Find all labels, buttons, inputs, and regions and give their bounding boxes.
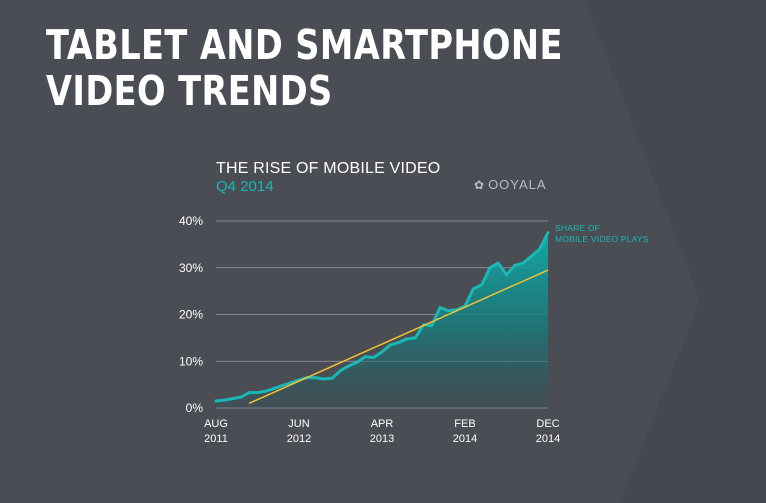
x-tick-month: DEC (536, 418, 559, 430)
x-tick-label: JUN 2012 (287, 418, 311, 445)
y-tick-label: 20% (179, 308, 203, 322)
x-tick-year: 2011 (204, 433, 228, 445)
x-tick-month: JUN (288, 418, 309, 430)
y-tick-label: 10% (179, 354, 203, 368)
x-tick-label: APR 2013 (370, 418, 394, 445)
trend-line (248, 269, 549, 405)
x-tick-year: 2012 (287, 433, 311, 445)
y-axis-ticks: 0% 10% 20% 30% 40% (179, 214, 203, 415)
x-tick-year: 2014 (453, 433, 477, 445)
line-layer (214, 231, 550, 405)
brand-logo: ✿ OOYALA (474, 177, 547, 192)
x-tick-label: DEC 2014 (536, 418, 560, 445)
y-tick-label: 40% (179, 214, 203, 228)
brand-logo-text: OOYALA (488, 177, 547, 192)
x-tick-label: FEB 2014 (453, 418, 477, 445)
headline-line-2: VIDEO TRENDS (46, 67, 333, 115)
chart-subtitle: Q4 2014 (216, 178, 274, 195)
y-tick-label: 0% (186, 401, 204, 415)
y-tick-label: 30% (179, 261, 203, 275)
x-tick-month: APR (371, 418, 394, 430)
x-tick-month: AUG (204, 418, 228, 430)
chart-title: THE RISE OF MOBILE VIDEO (216, 160, 441, 177)
x-axis-ticks: AUG 2011 JUN 2012 APR 2013 FEB 2014 DEC 2014 (204, 418, 560, 445)
headline-line-1: TABLET AND SMARTPHONE (46, 21, 563, 69)
page-headline: TABLET AND SMARTPHONE VIDEO TRENDS (46, 22, 563, 114)
x-tick-year: 2013 (370, 433, 394, 445)
series-label-line-2: MOBILE VIDEO PLAYS (555, 234, 649, 244)
series-label: SHARE OF MOBILE VIDEO PLAYS (555, 223, 649, 245)
x-tick-year: 2014 (536, 433, 560, 445)
series-area (216, 232, 548, 408)
background-shade (585, 0, 766, 503)
series-label-line-1: SHARE OF (555, 223, 601, 233)
series-line (214, 231, 550, 403)
x-tick-label: AUG 2011 (204, 418, 228, 445)
area-layer (216, 232, 548, 408)
ooyala-dots-icon: ✿ (474, 177, 486, 192)
x-tick-month: FEB (454, 418, 475, 430)
